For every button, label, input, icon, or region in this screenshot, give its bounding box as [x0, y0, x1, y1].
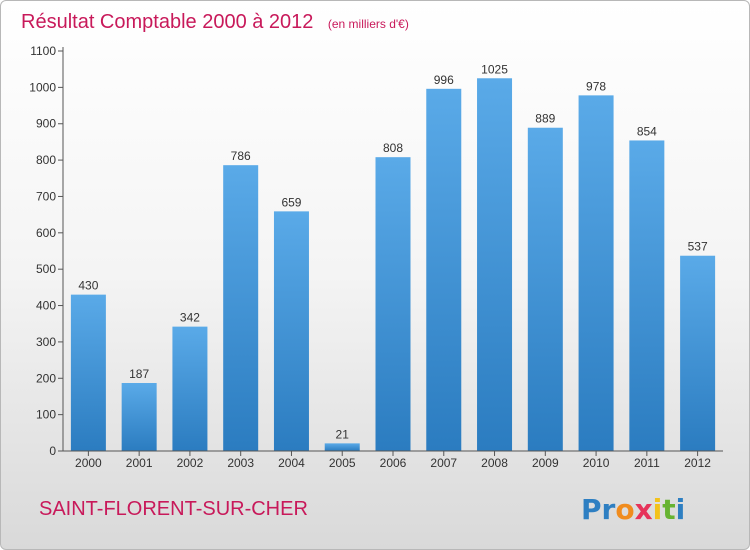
x-tick-label: 2007 [430, 456, 457, 470]
y-tick-label: 700 [36, 189, 56, 203]
x-tick-label: 2003 [227, 456, 254, 470]
x-tick-label: 2008 [481, 456, 508, 470]
y-tick-label: 1000 [29, 80, 56, 94]
logo-letter: i [653, 493, 663, 526]
y-tick-label: 600 [36, 226, 56, 240]
logo-letter: t [662, 493, 675, 526]
bar-value-label: 786 [231, 149, 251, 163]
y-tick-label: 300 [36, 335, 56, 349]
y-tick-label: 400 [36, 299, 56, 313]
bar-value-label: 808 [383, 141, 403, 155]
bar [172, 326, 208, 451]
y-tick-label: 0 [49, 444, 56, 458]
bar [121, 383, 157, 451]
bar-value-label: 889 [535, 112, 555, 126]
x-tick-label: 2000 [75, 456, 102, 470]
bar [578, 95, 614, 451]
y-axis: 0 100 200 300 400 500 600 700 800 900 1000 1100 [29, 44, 64, 458]
bar [426, 88, 462, 452]
bar-value-label: 854 [637, 124, 657, 138]
chart-title: Résultat Comptable 2000 à 2012 (en milli… [21, 11, 409, 33]
municipality-name: SAINT-FLORENT-SUR-CHER [39, 498, 308, 520]
bar-value-label: 996 [434, 73, 454, 87]
bar [527, 127, 563, 452]
bar [223, 165, 259, 451]
bar-value-label: 21 [336, 427, 350, 441]
logo-letter: i [676, 493, 686, 526]
x-tick-label: 2001 [126, 456, 153, 470]
x-tick-label: 2010 [583, 456, 610, 470]
logo-letter: o [615, 493, 634, 526]
bar-value-label: 430 [78, 279, 98, 293]
bar-value-label: 537 [688, 240, 708, 254]
x-tick-label: 2002 [177, 456, 204, 470]
bars-group: 430 187 342 786 659 21 808 996 1025 889 978 854 537 [70, 62, 716, 452]
y-tick-label: 800 [36, 153, 56, 167]
bar [375, 157, 411, 451]
y-tick-label: 1100 [30, 44, 56, 58]
bar [273, 211, 309, 451]
x-tick-label: 2009 [532, 456, 559, 470]
x-axis: 2000 2001 2002 2003 2004 2005 2006 2007 2008 2009… [63, 450, 723, 470]
logo-letter: r [602, 493, 616, 526]
bar-value-label: 187 [129, 367, 149, 381]
x-tick-label: 2004 [278, 456, 305, 470]
logo-letter: x [635, 493, 653, 526]
bar-value-label: 978 [586, 79, 606, 93]
y-tick-label: 900 [36, 117, 56, 131]
bar-value-label: 342 [180, 311, 200, 325]
logo-letter: P [581, 493, 602, 526]
bar [324, 443, 360, 451]
bar [70, 294, 106, 451]
x-tick-label: 2012 [684, 456, 711, 470]
bar [477, 78, 513, 451]
bar-value-label: 659 [281, 195, 301, 209]
y-tick-label: 100 [36, 408, 56, 422]
proxiti-logo: Proxiti [581, 493, 685, 526]
bar [680, 255, 716, 451]
y-tick-label: 500 [36, 262, 56, 276]
bar [629, 140, 665, 452]
x-tick-label: 2011 [634, 456, 660, 470]
bar-value-label: 1025 [481, 62, 508, 76]
x-tick-label: 2005 [329, 456, 356, 470]
y-tick-label: 200 [36, 371, 56, 385]
x-tick-label: 2006 [380, 456, 407, 470]
